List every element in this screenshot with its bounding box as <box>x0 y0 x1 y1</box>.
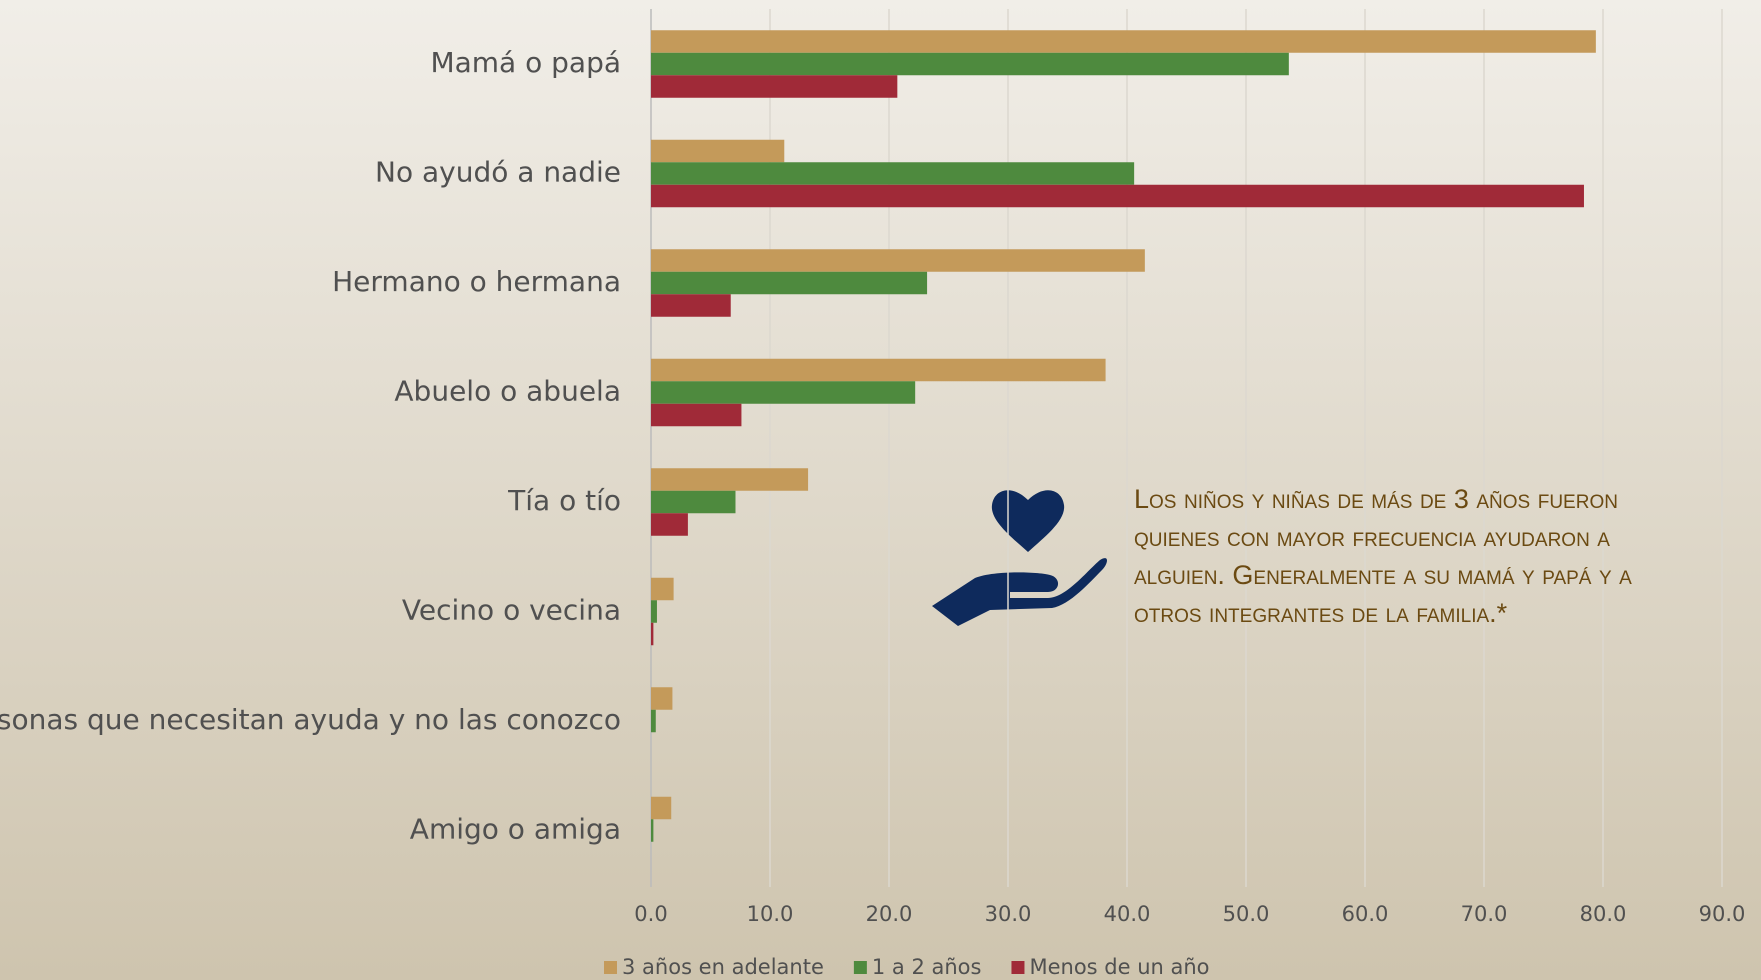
legend-swatch <box>1011 961 1025 974</box>
legend-label: 3 años en adelante <box>622 955 824 979</box>
x-tick-label: 50.0 <box>1223 902 1270 926</box>
y-tick-label: Tía o tío <box>507 484 621 517</box>
bar <box>651 490 736 514</box>
y-tick-label: Abuelo o abuela <box>394 375 621 408</box>
bar <box>651 139 785 163</box>
bar <box>651 687 673 710</box>
bar <box>651 52 1289 76</box>
bar <box>651 30 1596 53</box>
legend-swatch <box>853 961 867 974</box>
y-tick-label: Mamá o papá <box>430 46 621 79</box>
bar <box>651 709 656 733</box>
bar <box>651 819 654 842</box>
bar <box>651 271 928 295</box>
bar <box>651 468 809 491</box>
y-tick-label: Hermano o hermana <box>332 265 621 298</box>
legend-swatch <box>604 961 617 974</box>
bar <box>651 796 672 820</box>
x-tick-label: 20.0 <box>866 902 913 926</box>
bar <box>651 75 898 98</box>
bar <box>651 600 657 623</box>
y-tick-label: Amigo o amiga <box>410 813 621 846</box>
x-tick-label: 60.0 <box>1342 902 1389 926</box>
bar <box>651 294 731 317</box>
x-tick-label: 80.0 <box>1580 902 1627 926</box>
bar <box>651 403 742 427</box>
x-tick-label: 40.0 <box>1104 902 1151 926</box>
legend-label: 1 a 2 años <box>872 955 982 979</box>
bar <box>651 249 1145 272</box>
x-tick-label: 10.0 <box>747 902 794 926</box>
bar <box>651 577 674 601</box>
x-tick-label: 30.0 <box>985 902 1032 926</box>
bar <box>651 513 688 536</box>
bar <box>651 162 1135 185</box>
x-tick-label: 0.0 <box>634 902 667 926</box>
y-tick-label: No ayudó a nadie <box>375 156 621 189</box>
help-icon <box>932 490 1107 626</box>
annotation: Los niños y niñas de más de 3 años fuero… <box>1134 484 1632 628</box>
x-tick-label: 70.0 <box>1461 902 1508 926</box>
y-tick-label: Personas que necesitan ayuda y no las co… <box>0 703 621 736</box>
legend-label: Menos de un año <box>1029 955 1209 979</box>
y-tick-label: Vecino o vecina <box>402 594 621 627</box>
bar <box>651 358 1106 382</box>
bar <box>651 622 654 646</box>
x-tick-label: 90.0 <box>1699 902 1746 926</box>
bar <box>651 184 1584 208</box>
bar <box>651 381 916 404</box>
